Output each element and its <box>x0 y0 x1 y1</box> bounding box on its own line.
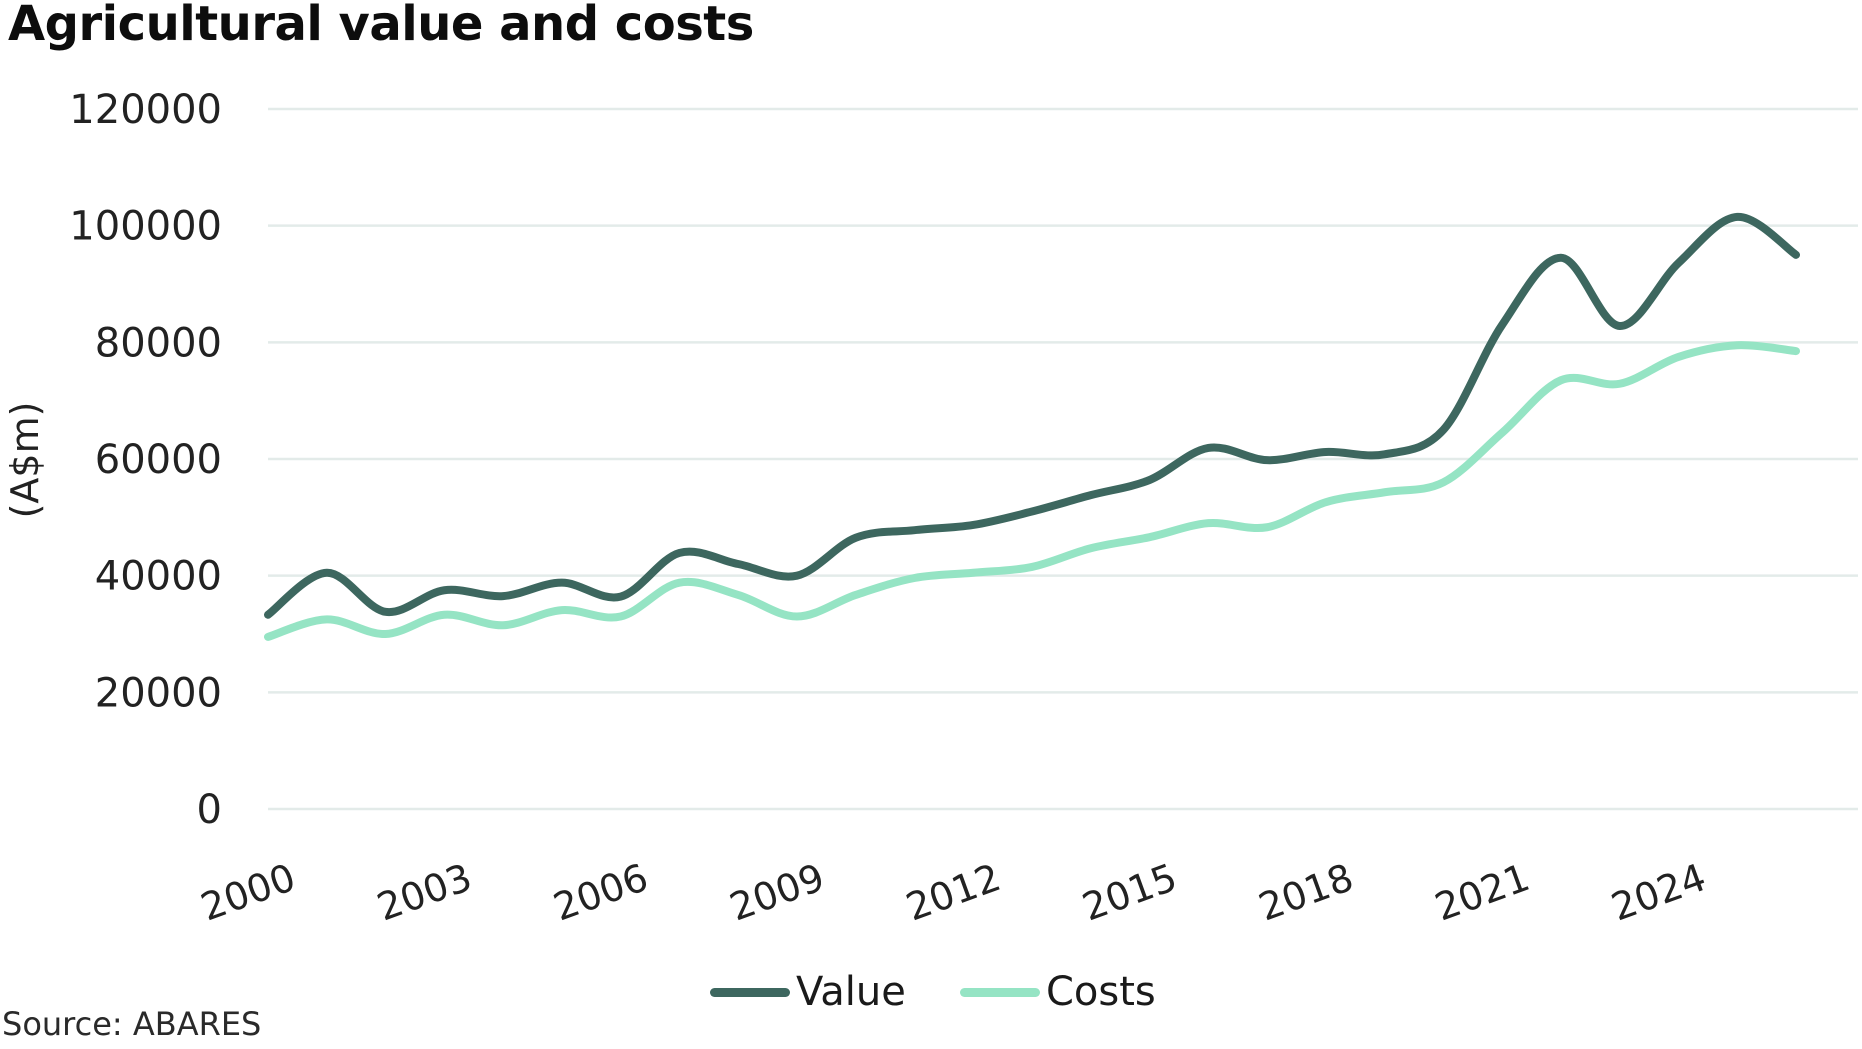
x-tick-label: 2000 <box>195 855 301 929</box>
source-note: Source: ABARES <box>2 1005 262 1043</box>
x-tick-label: 2021 <box>1429 855 1535 929</box>
y-tick-label: 80000 <box>95 320 222 366</box>
x-tick-label: 2012 <box>900 855 1006 929</box>
x-tick-label: 2003 <box>371 855 477 929</box>
legend: Value Costs <box>0 962 1862 1022</box>
x-tick-label: 2018 <box>1253 855 1359 929</box>
legend-item-costs[interactable]: Costs <box>960 962 1156 1022</box>
series-line-costs <box>264 341 1800 641</box>
x-tick-label: 2024 <box>1606 855 1712 929</box>
y-tick-label: 0 <box>197 787 222 833</box>
x-tick-label: 2006 <box>548 855 654 929</box>
y-tick-label: 60000 <box>95 437 222 483</box>
x-tick-label: 2009 <box>724 855 830 929</box>
y-tick-label: 40000 <box>95 554 222 600</box>
legend-label-costs: Costs <box>1046 969 1156 1015</box>
y-tick-label: 100000 <box>69 204 222 250</box>
series-lines <box>264 212 1800 641</box>
x-axis-ticks: 2000 2003 2006 2009 2012 2015 2018 2021 2024 <box>195 855 1711 929</box>
legend-item-value[interactable]: Value <box>710 962 906 1022</box>
series-line-value <box>264 212 1800 619</box>
x-tick-label: 2015 <box>1077 855 1183 929</box>
y-axis-ticks: 0 20000 40000 60000 80000 100000 120000 <box>69 87 222 833</box>
y-tick-label: 20000 <box>95 670 222 716</box>
y-tick-label: 120000 <box>69 87 222 133</box>
gridlines <box>268 107 1858 811</box>
legend-swatch-costs <box>960 987 1040 997</box>
legend-label-value: Value <box>796 969 906 1015</box>
y-axis-label: (A$m) <box>3 402 47 519</box>
chart-title: Agricultural value and costs <box>8 0 754 52</box>
legend-swatch-value <box>710 987 790 997</box>
